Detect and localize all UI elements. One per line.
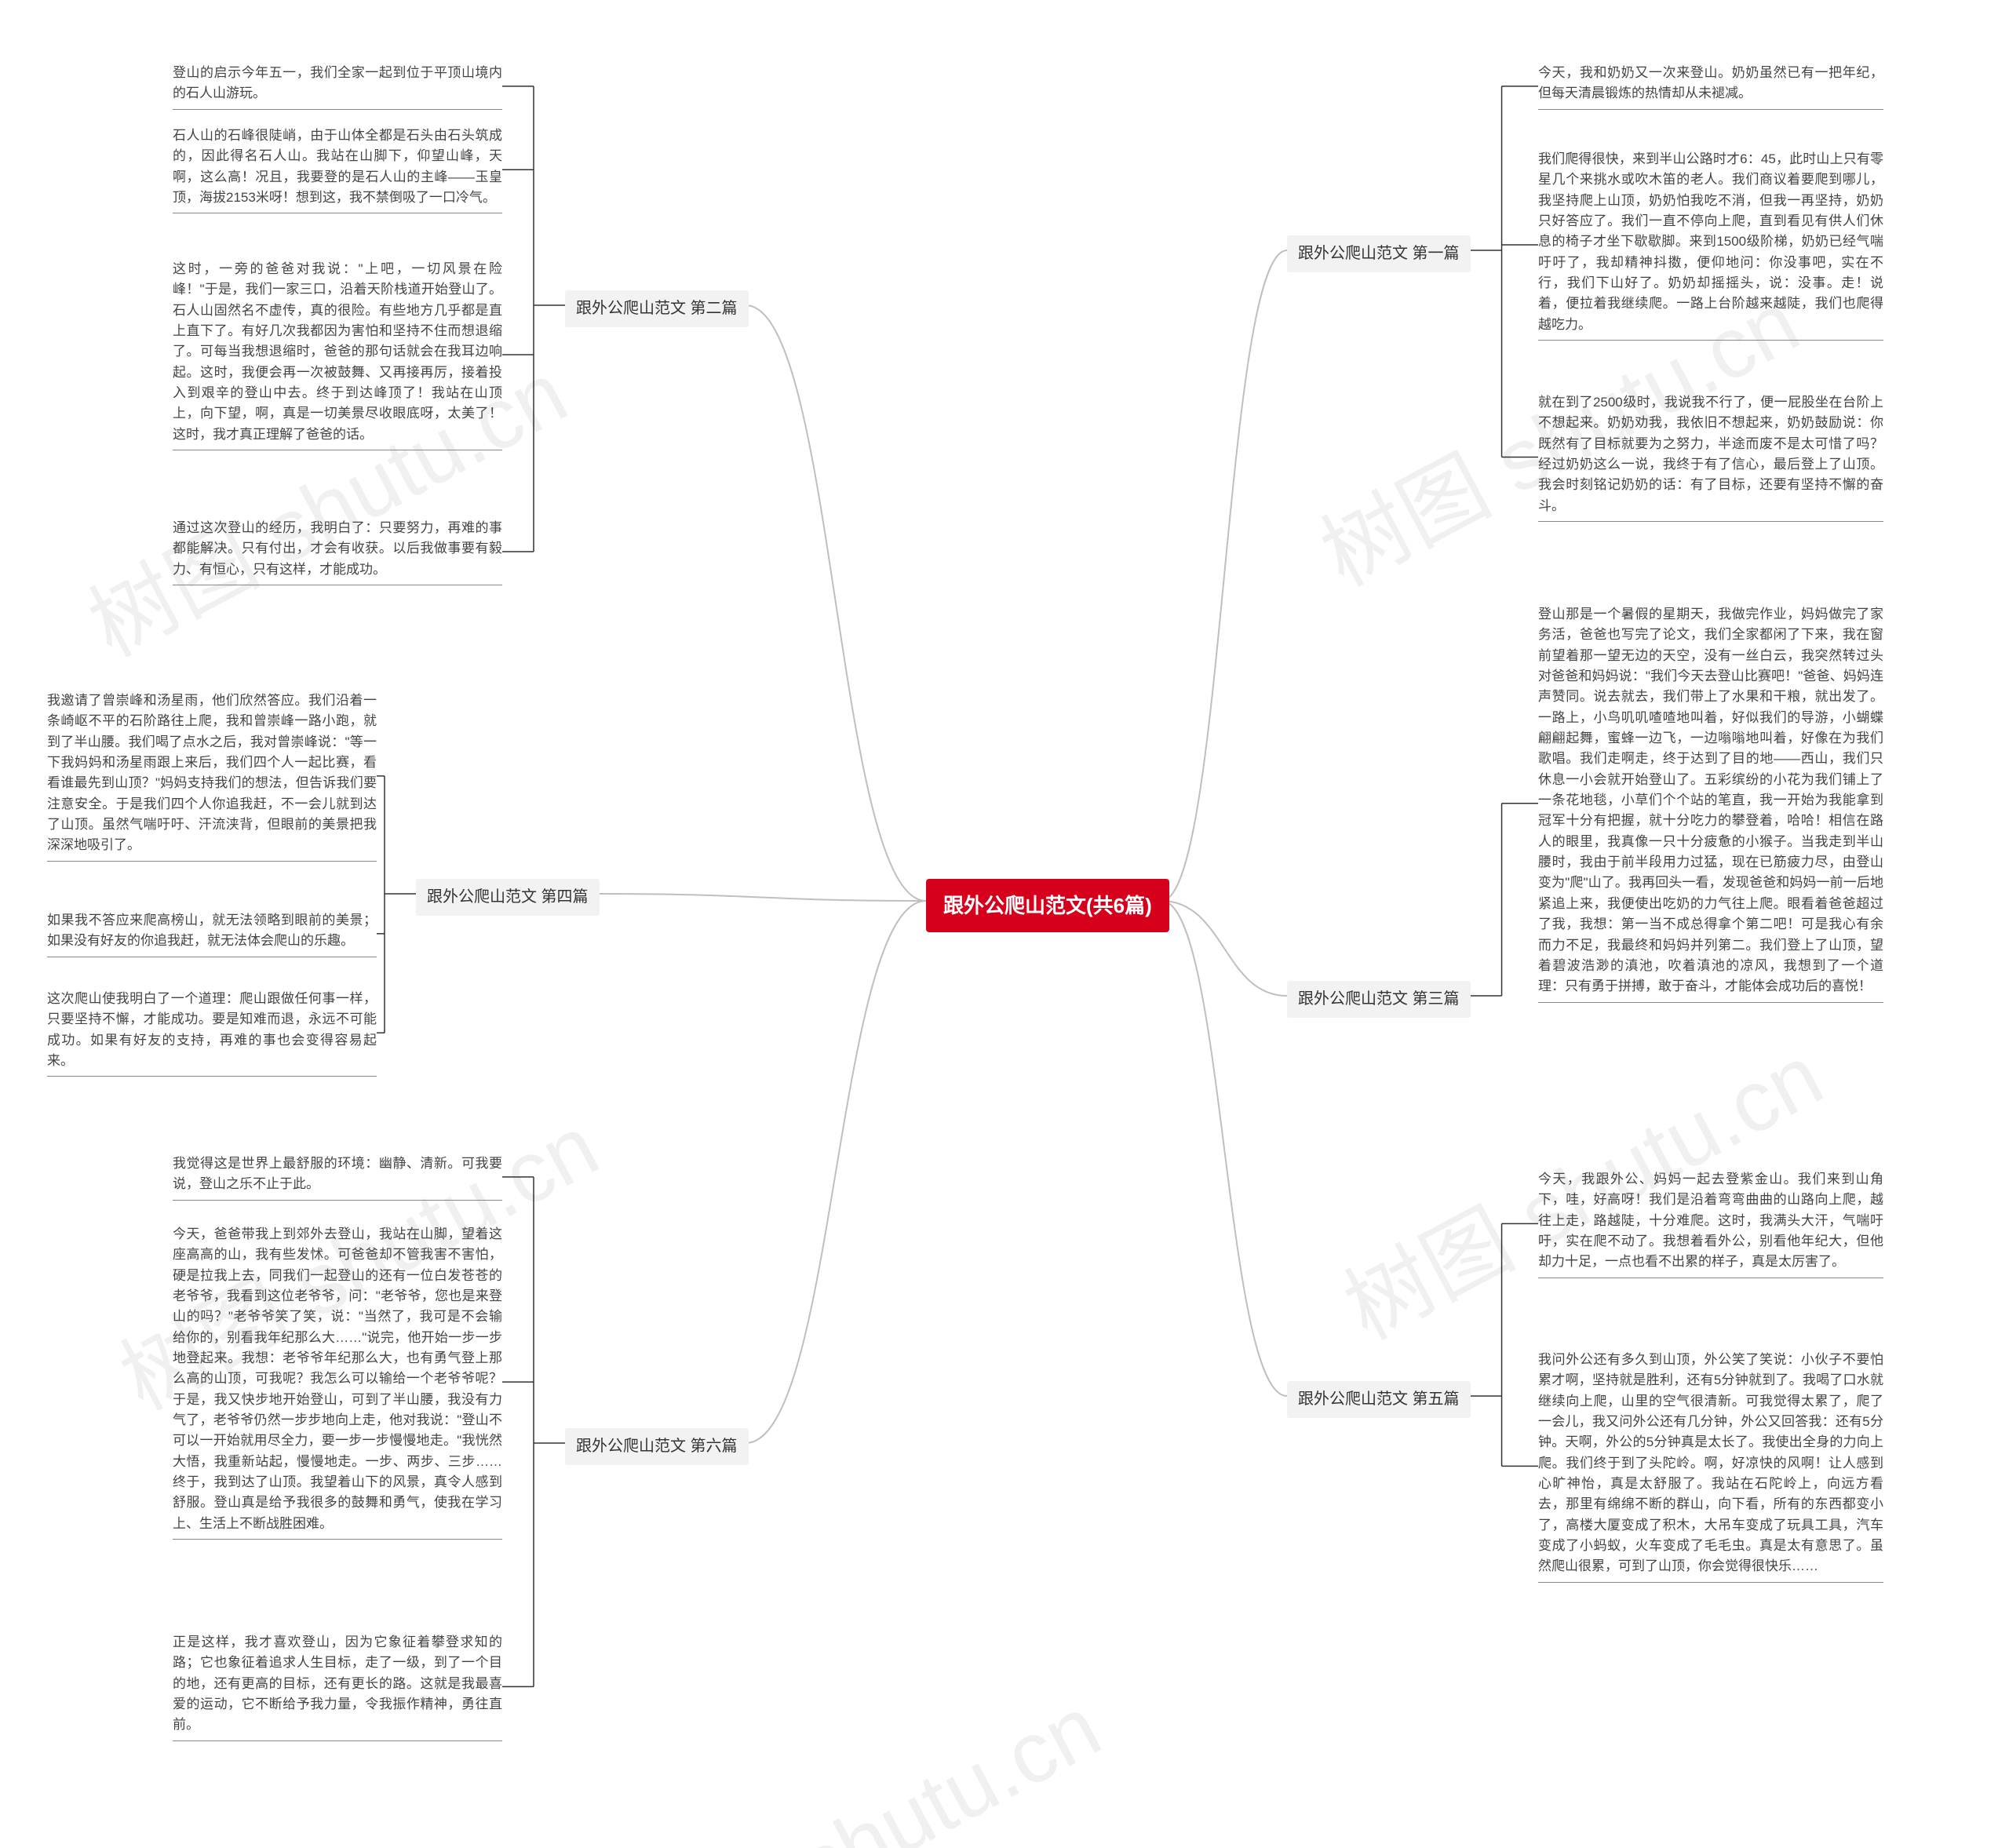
leaf-b2-3: 通过这次登山的经历，我明白了：只要努力，再难的事都能解决。只有付出，才会有收获。… bbox=[173, 518, 502, 585]
leaf-b4-2: 这次爬山使我明白了一个道理：爬山跟做任何事一样，只要坚持不懈，才能成功。要是知难… bbox=[47, 989, 377, 1077]
leaf-b5-1: 我问外公还有多久到山顶，外公笑了笑说：小伙子不要怕累才啊，坚持就是胜利，还有5分… bbox=[1538, 1350, 1883, 1583]
leaf-b1-1: 我们爬得很快，来到半山公路时才6：45，此时山上只有零星几个来挑水或吹木笛的老人… bbox=[1538, 149, 1883, 341]
leaf-b1-0: 今天，我和奶奶又一次来登山。奶奶虽然已有一把年纪，但每天清晨锻炼的热情却从未褪减… bbox=[1538, 63, 1883, 110]
leaf-b3-0: 登山那是一个暑假的星期天，我做完作业，妈妈做完了家务活，爸爸也写完了论文，我们全… bbox=[1538, 604, 1883, 1003]
leaf-b6-1: 今天，爸爸带我上到郊外去登山，我站在山脚，望着这座高高的山，我有些发怵。可爸爸却… bbox=[173, 1224, 502, 1540]
leaf-b5-0: 今天，我跟外公、妈妈一起去登紫金山。我们来到山角下，哇，好高呀！我们是沿着弯弯曲… bbox=[1538, 1169, 1883, 1278]
leaf-b2-2: 这时，一旁的爸爸对我说："上吧，一切风景在险峰！"于是，我们一家三口，沿着天阶栈… bbox=[173, 259, 502, 450]
leaf-b2-1: 石人山的石峰很陡峭，由于山体全都是石头由石头筑成的，因此得名石人山。我站在山脚下… bbox=[173, 126, 502, 213]
branch-b4: 跟外公爬山范文 第四篇 bbox=[416, 879, 600, 916]
branch-b3: 跟外公爬山范文 第三篇 bbox=[1287, 981, 1471, 1018]
branch-b6: 跟外公爬山范文 第六篇 bbox=[565, 1428, 749, 1465]
branch-b1: 跟外公爬山范文 第一篇 bbox=[1287, 235, 1471, 272]
branch-b2: 跟外公爬山范文 第二篇 bbox=[565, 290, 749, 327]
branch-b5: 跟外公爬山范文 第五篇 bbox=[1287, 1381, 1471, 1418]
leaf-b4-0: 我邀请了曾崇峰和汤星雨，他们欣然答应。我们沿着一条崎岖不平的石阶路往上爬，我和曾… bbox=[47, 691, 377, 862]
center-node: 跟外公爬山范文(共6篇) bbox=[926, 879, 1169, 932]
leaf-b2-0: 登山的启示今年五一，我们全家一起到位于平顶山境内的石人山游玩。 bbox=[173, 63, 502, 110]
leaf-b6-0: 我觉得这是世界上最舒服的环境：幽静、清新。可我要说，登山之乐不止于此。 bbox=[173, 1154, 502, 1201]
leaf-b6-2: 正是这样，我才喜欢登山，因为它象征着攀登求知的路；它也象征着追求人生目标，走了一… bbox=[173, 1632, 502, 1741]
leaf-b1-2: 就在到了2500级时，我说我不行了，便一屁股坐在台阶上不想起来。奶奶劝我，我依旧… bbox=[1538, 392, 1883, 522]
leaf-b4-1: 如果我不答应来爬高榜山，就无法领略到眼前的美景；如果没有好友的你追我赶，就无法体… bbox=[47, 910, 377, 957]
watermark: 树图 shutu.cn bbox=[597, 1658, 1118, 1848]
